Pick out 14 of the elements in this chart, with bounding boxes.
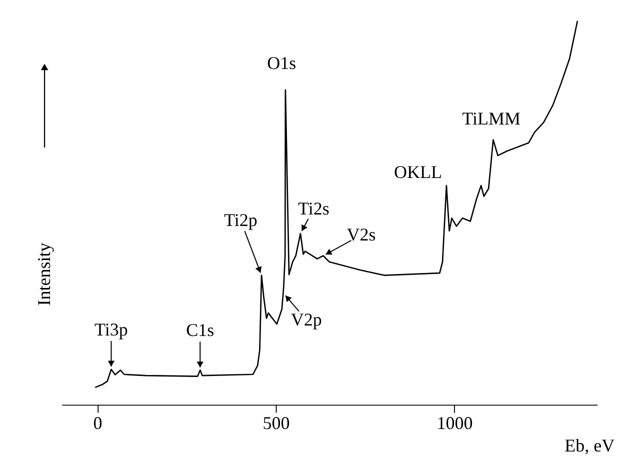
y-axis-title: Intensity	[34, 242, 54, 306]
annotation: TiLMM	[462, 108, 520, 129]
annotation: C1s	[186, 320, 214, 340]
annotation: V2p	[290, 310, 322, 330]
annotation: V2s	[346, 224, 376, 245]
x-tick-label: 1000	[436, 412, 473, 433]
x-tick-label: 500	[262, 412, 290, 433]
annotation: Ti3p	[94, 319, 128, 340]
annotation: Ti2s	[298, 198, 330, 219]
annotation: OKLL	[394, 162, 442, 182]
x-tick-label: 0	[93, 412, 102, 433]
annotation: O1s	[267, 53, 296, 74]
annotation: Ti2p	[224, 210, 258, 230]
x-axis-title: Eb, eV	[564, 436, 615, 456]
